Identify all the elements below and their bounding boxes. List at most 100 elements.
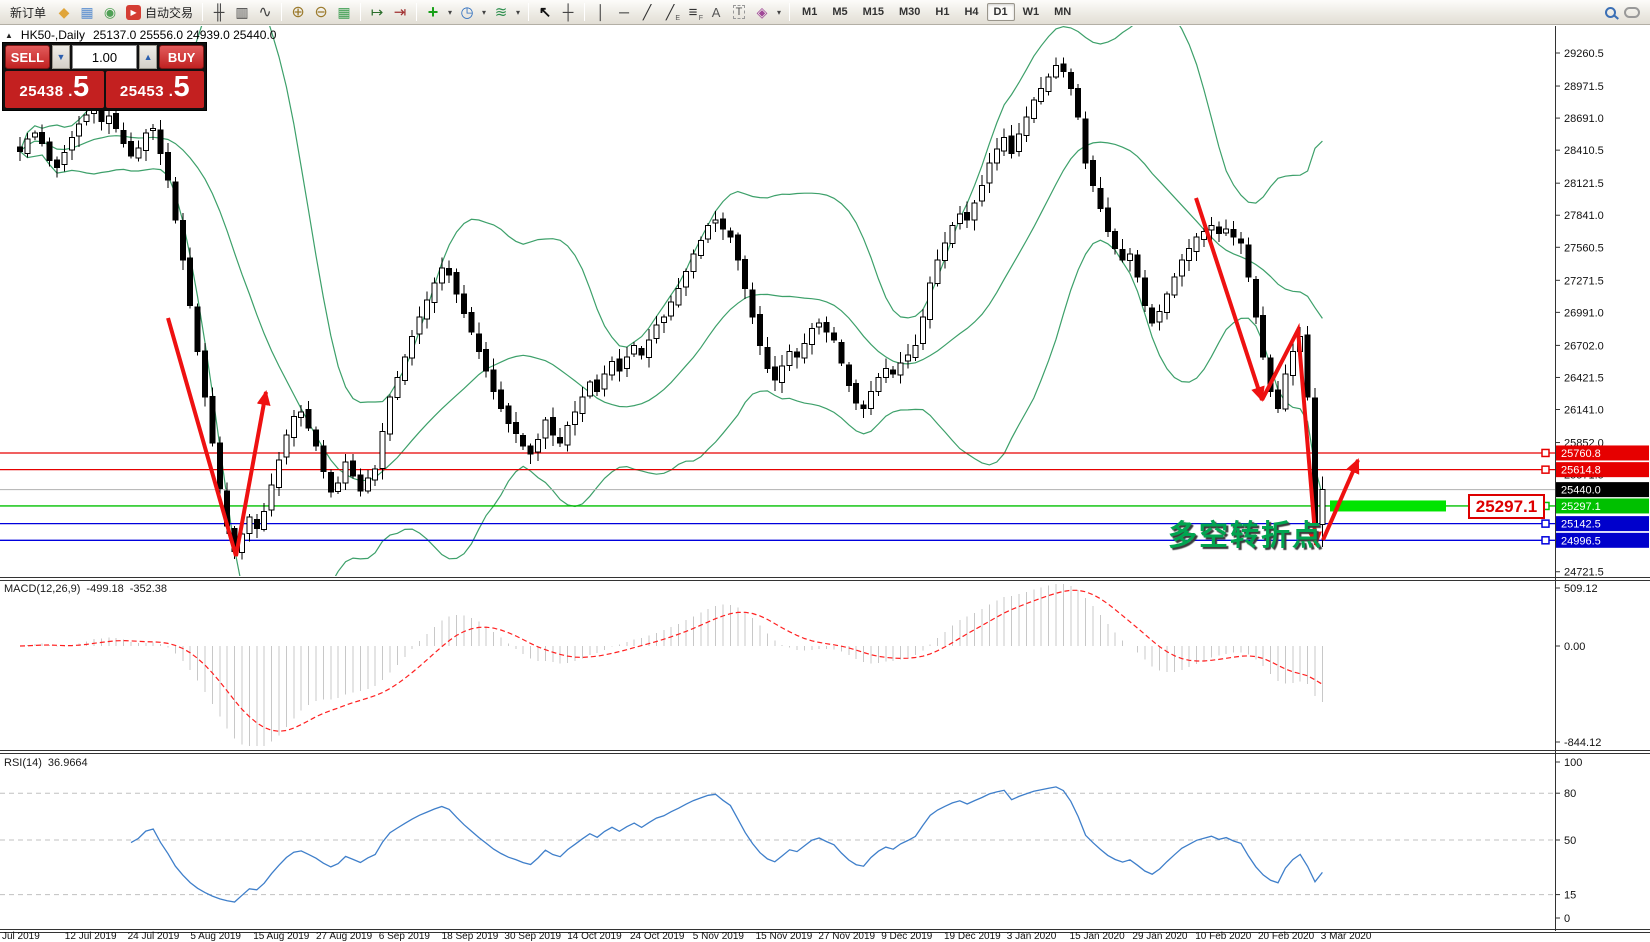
svg-text:29260.5: 29260.5	[1564, 48, 1604, 60]
svg-text:15 Aug 2019: 15 Aug 2019	[253, 931, 310, 942]
svg-text:18 Sep 2019: 18 Sep 2019	[442, 931, 499, 942]
svg-text:5 Nov 2019: 5 Nov 2019	[693, 931, 745, 942]
fibonacci-icon[interactable]	[682, 2, 704, 22]
price-level-box[interactable]: 25297.1	[1468, 494, 1545, 519]
autotrading-button[interactable]: ▶ 自动交易	[122, 3, 197, 22]
svg-text:3 Mar 2020: 3 Mar 2020	[1321, 931, 1372, 942]
chart-shift-icon[interactable]	[366, 2, 388, 22]
svg-text:0: 0	[1564, 913, 1570, 925]
arrows-icon[interactable]	[751, 2, 773, 22]
svg-text:27841.0: 27841.0	[1564, 210, 1604, 222]
timeframe-w1[interactable]: W1	[1022, 6, 1040, 18]
svg-text:15: 15	[1564, 890, 1576, 902]
svg-text:24 Jul 2019: 24 Jul 2019	[128, 931, 180, 942]
timeframe-mn[interactable]: MN	[1054, 6, 1072, 18]
svg-text:0.00: 0.00	[1564, 641, 1585, 653]
new-chart-icon[interactable]	[422, 2, 444, 22]
signal-icon[interactable]	[99, 2, 121, 22]
svg-text:80: 80	[1564, 788, 1576, 800]
text-icon[interactable]	[705, 2, 727, 22]
svg-text:14 Oct 2019: 14 Oct 2019	[567, 931, 622, 942]
vertical-line-icon[interactable]	[590, 2, 612, 22]
volume-increase-button[interactable]: ▲	[139, 45, 158, 69]
timeframe-d1[interactable]: D1	[986, 3, 1015, 21]
search-icon[interactable]	[1605, 6, 1616, 18]
svg-text:30 Sep 2019: 30 Sep 2019	[504, 931, 561, 942]
svg-text:509.12: 509.12	[1564, 583, 1598, 595]
volume-input[interactable]	[72, 45, 137, 69]
cursor-icon[interactable]	[534, 2, 556, 22]
turning-point-annotation: 多空转折点	[1168, 520, 1324, 552]
new-order-button[interactable]: 新订单	[10, 5, 47, 20]
timeframe-m15[interactable]: M15	[862, 6, 884, 18]
svg-text:26421.5: 26421.5	[1564, 372, 1604, 384]
svg-text:27 Nov 2019: 27 Nov 2019	[818, 931, 875, 942]
svg-text:27560.5: 27560.5	[1564, 242, 1604, 254]
svg-text:9 Dec 2019: 9 Dec 2019	[881, 931, 933, 942]
svg-text:19 Dec 2019: 19 Dec 2019	[944, 931, 1001, 942]
trendline-icon[interactable]	[636, 2, 658, 22]
market-watch-icon[interactable]	[53, 2, 75, 22]
profiles-icon[interactable]	[456, 2, 478, 22]
one-click-panel-toggle[interactable]: ▲	[5, 30, 13, 40]
svg-text:-844.12: -844.12	[1564, 737, 1601, 749]
svg-text:12 Jul 2019: 12 Jul 2019	[65, 931, 117, 942]
svg-text:Jul 2019: Jul 2019	[2, 931, 40, 942]
rsi-indicator-label: RSI(14) 36.9664	[4, 757, 88, 769]
volume-decrease-button[interactable]: ▼	[51, 45, 70, 69]
svg-text:25760.8: 25760.8	[1561, 448, 1601, 460]
channel-icon[interactable]	[659, 2, 681, 22]
svg-text:28410.5: 28410.5	[1564, 145, 1604, 157]
svg-text:27 Aug 2019: 27 Aug 2019	[316, 931, 373, 942]
macd-indicator-label: MACD(12,26,9) -499.18 -352.38	[4, 583, 168, 595]
svg-text:6 Sep 2019: 6 Sep 2019	[379, 931, 431, 942]
svg-text:50: 50	[1564, 835, 1576, 847]
toolbar: 新订单 ▶ 自动交易 ▾ ▾ ▾ ▾ M1 M5 M15 M30 H1 H4 D…	[0, 0, 1650, 25]
line-chart-icon[interactable]	[254, 2, 276, 22]
symbol-period-label: HK50-,Daily	[20, 28, 85, 42]
svg-text:15 Jan 2020: 15 Jan 2020	[1070, 931, 1125, 942]
svg-text:24996.5: 24996.5	[1561, 535, 1601, 547]
timeframe-m1[interactable]: M1	[802, 6, 818, 18]
svg-text:26991.0: 26991.0	[1564, 307, 1604, 319]
zoom-out-icon[interactable]	[310, 2, 332, 22]
svg-text:10 Feb 2020: 10 Feb 2020	[1195, 931, 1252, 942]
tile-windows-icon[interactable]	[333, 2, 355, 22]
timeframe-m5[interactable]: M5	[832, 6, 848, 18]
svg-text:28121.5: 28121.5	[1564, 178, 1604, 190]
chart-title: ▲ HK50-,Daily 25137.0 25556.0 24939.0 25…	[5, 28, 276, 42]
chat-icon[interactable]	[1624, 6, 1640, 18]
ohlc-bars-icon[interactable]	[208, 2, 230, 22]
svg-text:20 Feb 2020: 20 Feb 2020	[1258, 931, 1315, 942]
svg-text:3 Jan 2020: 3 Jan 2020	[1007, 931, 1057, 942]
svg-text:25142.5: 25142.5	[1561, 519, 1601, 531]
auto-scroll-icon[interactable]	[389, 2, 411, 22]
svg-text:27271.5: 27271.5	[1564, 275, 1604, 287]
indicators-icon[interactable]	[490, 2, 512, 22]
sell-button[interactable]: SELL	[5, 45, 50, 69]
svg-text:25297.1: 25297.1	[1561, 501, 1601, 513]
svg-text:26702.0: 26702.0	[1564, 340, 1604, 352]
autotrading-icon: ▶	[126, 4, 142, 20]
sell-price[interactable]: 25438 . 5	[5, 71, 104, 108]
timeframe-m30[interactable]: M30	[899, 6, 921, 18]
svg-text:24 Oct 2019: 24 Oct 2019	[630, 931, 685, 942]
timeframe-h1[interactable]: H1	[935, 6, 950, 18]
zoom-in-icon[interactable]	[287, 2, 309, 22]
horizontal-line-icon[interactable]	[613, 2, 635, 22]
candlestick-icon[interactable]	[231, 2, 253, 22]
svg-text:28971.5: 28971.5	[1564, 81, 1604, 93]
timeframe-h4[interactable]: H4	[964, 6, 979, 18]
svg-text:24721.5: 24721.5	[1564, 567, 1604, 579]
svg-text:28691.0: 28691.0	[1564, 113, 1604, 125]
buy-button[interactable]: BUY	[159, 45, 204, 69]
ohlc-values: 25137.0 25556.0 24939.0 25440.0	[92, 28, 277, 42]
text-label-icon[interactable]	[728, 2, 750, 22]
crosshair-icon[interactable]	[557, 2, 579, 22]
svg-text:25440.0: 25440.0	[1561, 485, 1601, 497]
svg-text:25614.8: 25614.8	[1561, 465, 1601, 477]
buy-price[interactable]: 25453 . 5	[105, 71, 204, 108]
svg-text:100: 100	[1564, 757, 1582, 769]
data-window-icon[interactable]	[76, 2, 98, 22]
